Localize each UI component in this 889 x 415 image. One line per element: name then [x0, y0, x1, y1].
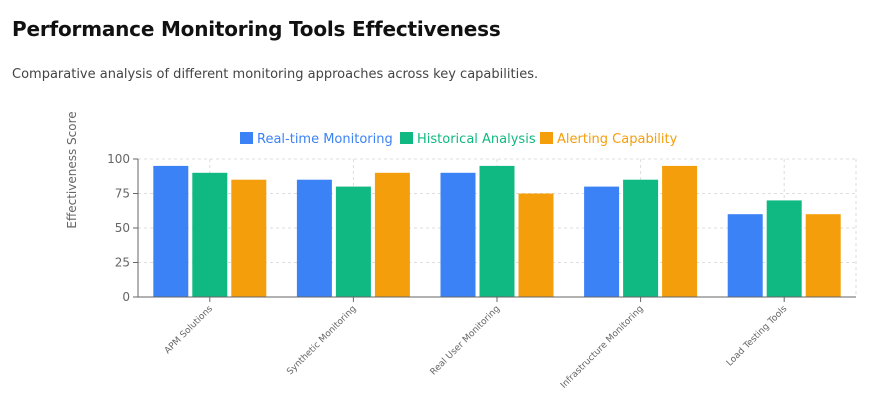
bar[interactable] [662, 165, 698, 297]
legend-label[interactable]: Alerting Capability [557, 132, 678, 147]
chart-legend[interactable]: Real-time Monitoring Historical Analysis A… [240, 132, 678, 147]
legend-swatch [240, 132, 253, 144]
y-tick-label: 100 [107, 152, 130, 166]
legend-label[interactable]: Real-time Monitoring [257, 132, 393, 147]
bar[interactable] [584, 186, 620, 297]
y-axis-title: Effectiveness Score [65, 111, 79, 228]
bar[interactable] [374, 172, 410, 297]
x-tick-label: Load Testing Tools [725, 304, 790, 369]
bar[interactable] [479, 165, 515, 297]
y-tick-label: 25 [115, 256, 130, 270]
bar[interactable] [296, 179, 332, 297]
x-tick-label: APM Solutions [163, 304, 215, 356]
legend-swatch [540, 132, 553, 144]
x-tick-label: Synthetic Monitoring [285, 304, 358, 377]
legend-swatch [400, 132, 413, 144]
bar[interactable] [623, 179, 659, 297]
bar[interactable] [440, 172, 476, 297]
page-title: Performance Monitoring Tools Effectivene… [12, 17, 501, 41]
y-tick-label: 50 [115, 221, 130, 235]
bar[interactable] [518, 193, 554, 298]
bar[interactable] [335, 186, 371, 297]
y-tick-label: 75 [115, 187, 130, 201]
x-tick-label: Real User Monitoring [429, 304, 502, 377]
bar[interactable] [766, 200, 802, 297]
y-tick-label: 0 [122, 290, 130, 304]
page-subtitle: Comparative analysis of different monito… [12, 67, 539, 82]
x-tick-label: Infrastructure Monitoring [559, 304, 646, 391]
chart-bars [153, 165, 841, 298]
legend-label[interactable]: Historical Analysis [417, 132, 536, 147]
bar[interactable] [231, 179, 267, 297]
bar[interactable] [192, 172, 228, 297]
bar[interactable] [805, 214, 841, 297]
bar[interactable] [727, 214, 763, 297]
bar[interactable] [153, 165, 189, 297]
